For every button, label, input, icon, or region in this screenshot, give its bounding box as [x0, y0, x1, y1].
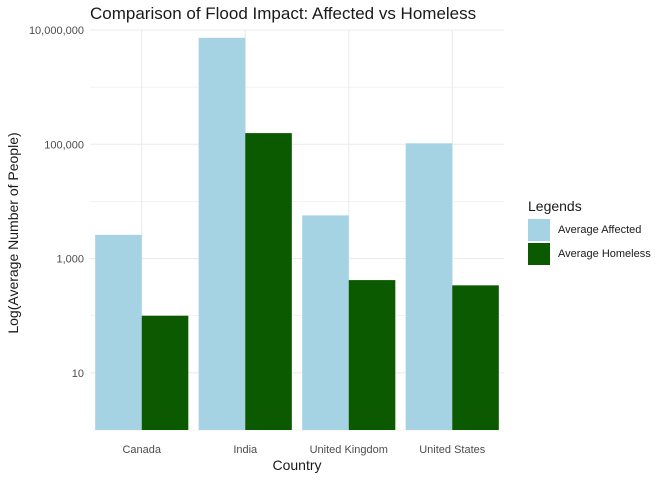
- bar-affected-united-states: [405, 143, 453, 430]
- legend-swatch-homeless: [528, 243, 550, 265]
- y-tick-label: 100,000: [44, 139, 84, 151]
- chart-title: Comparison of Flood Impact: Affected vs …: [90, 4, 477, 23]
- y-axis-label: Log(Average Number of People): [5, 132, 21, 333]
- x-tick-label: United Kingdom: [310, 444, 388, 456]
- legend-label-affected: Average Affected: [558, 224, 642, 236]
- y-tick-label: 10,000,000: [29, 25, 84, 37]
- bar-homeless-united-kingdom: [348, 280, 396, 430]
- y-tick-label: 1,000: [56, 254, 84, 266]
- bar-homeless-united-states: [452, 285, 499, 430]
- bar-affected-canada: [95, 234, 142, 430]
- legend-item-homeless: Average Homeless: [528, 242, 651, 266]
- x-tick-label: United States: [419, 444, 486, 456]
- bar-homeless-india: [245, 133, 292, 431]
- x-axis-label: Country: [272, 457, 321, 473]
- bar-affected-united-kingdom: [302, 215, 349, 430]
- y-tick-label: 10: [72, 368, 84, 380]
- legend: Legends Average Affected Average Homeles…: [528, 198, 651, 266]
- x-tick-labels: Canada India United Kingdom United States: [122, 444, 485, 456]
- bars: [95, 37, 499, 431]
- x-tick-label: Canada: [122, 444, 161, 456]
- y-tick-labels: 10 1,000 100,000 10,000,000: [29, 25, 84, 380]
- bar-affected-india: [198, 37, 246, 431]
- x-tick-label: India: [233, 444, 258, 456]
- legend-label-homeless: Average Homeless: [558, 248, 651, 260]
- legend-swatch-affected: [528, 219, 550, 241]
- legend-item-affected: Average Affected: [528, 218, 651, 242]
- bar-homeless-canada: [141, 315, 189, 430]
- legend-title: Legends: [528, 198, 582, 214]
